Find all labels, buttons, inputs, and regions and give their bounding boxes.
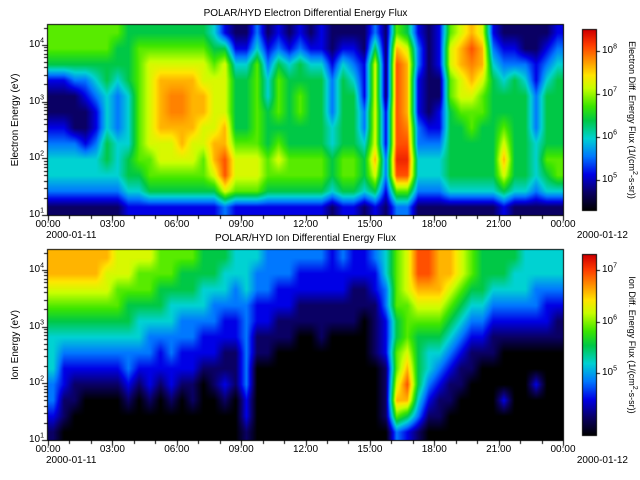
ion-y-axis-label: Ion Energy (eV) — [10, 309, 21, 381]
y-tick-label: 101 — [28, 207, 44, 220]
x-tick-label: 03:00 — [99, 219, 125, 230]
colorbar-tick-label: 106 — [602, 314, 618, 327]
x-tick-label: 00:00 — [550, 219, 576, 230]
x-tick-label: 12:00 — [292, 444, 319, 455]
y-tick-label: 103 — [28, 319, 44, 332]
x-tick-label: 03:00 — [99, 444, 125, 455]
date-label-left: 2000-01-11 — [46, 230, 97, 241]
x-tick-label: 18:00 — [421, 219, 447, 230]
y-tick-label: 101 — [28, 432, 44, 445]
x-tick-label: 15:00 — [357, 219, 383, 230]
y-tick-label: 102 — [28, 150, 44, 164]
x-tick-label: 21:00 — [486, 444, 512, 455]
y-tick-label: 103 — [28, 94, 44, 107]
x-tick-label: 18:00 — [421, 444, 447, 455]
colorbar-tick-label: 107 — [602, 86, 618, 100]
x-tick-label: 09:00 — [228, 444, 254, 455]
electron-colorbar-title: Electron Diff. Energy Flux (1/(cm2-s-sr)… — [627, 41, 638, 199]
x-tick-label: 00:00 — [550, 444, 576, 455]
electron-y-axis-label: Electron Energy (eV) — [10, 73, 21, 167]
ion-colorbar-title: Ion Diff. Energy Flux (1/(cm2-s-sr)) — [627, 276, 638, 414]
x-tick-label: 06:00 — [164, 444, 190, 455]
x-tick-label: 12:00 — [292, 219, 319, 230]
colorbar-tick-label: 106 — [602, 129, 618, 143]
y-tick-label: 104 — [28, 262, 44, 275]
x-tick-label: 00:00 — [35, 444, 61, 455]
x-tick-label: 21:00 — [486, 219, 512, 230]
x-tick-label: 15:00 — [357, 444, 383, 455]
x-tick-label: 09:00 — [228, 219, 254, 230]
colorbar-tick-label: 105 — [602, 365, 618, 379]
ion-panel-title: POLAR/HYD Ion Differential Energy Flux — [214, 233, 396, 244]
date-label-right: 2000-01-12 — [576, 230, 628, 241]
colorbar-tick-label: 107 — [602, 263, 618, 276]
colorbar-tick-label: 105 — [602, 172, 618, 185]
electron-panel-title: POLAR/HYD Electron Differential Energy F… — [203, 8, 408, 19]
x-tick-label: 06:00 — [164, 219, 190, 230]
x-tick-label: 00:00 — [35, 219, 61, 230]
colorbar-tick-label: 108 — [602, 44, 618, 57]
y-tick-label: 104 — [28, 37, 44, 50]
y-tick-label: 102 — [28, 375, 44, 389]
date-label-right: 2000-01-12 — [576, 455, 628, 466]
date-label-left: 2000-01-11 — [46, 455, 97, 466]
